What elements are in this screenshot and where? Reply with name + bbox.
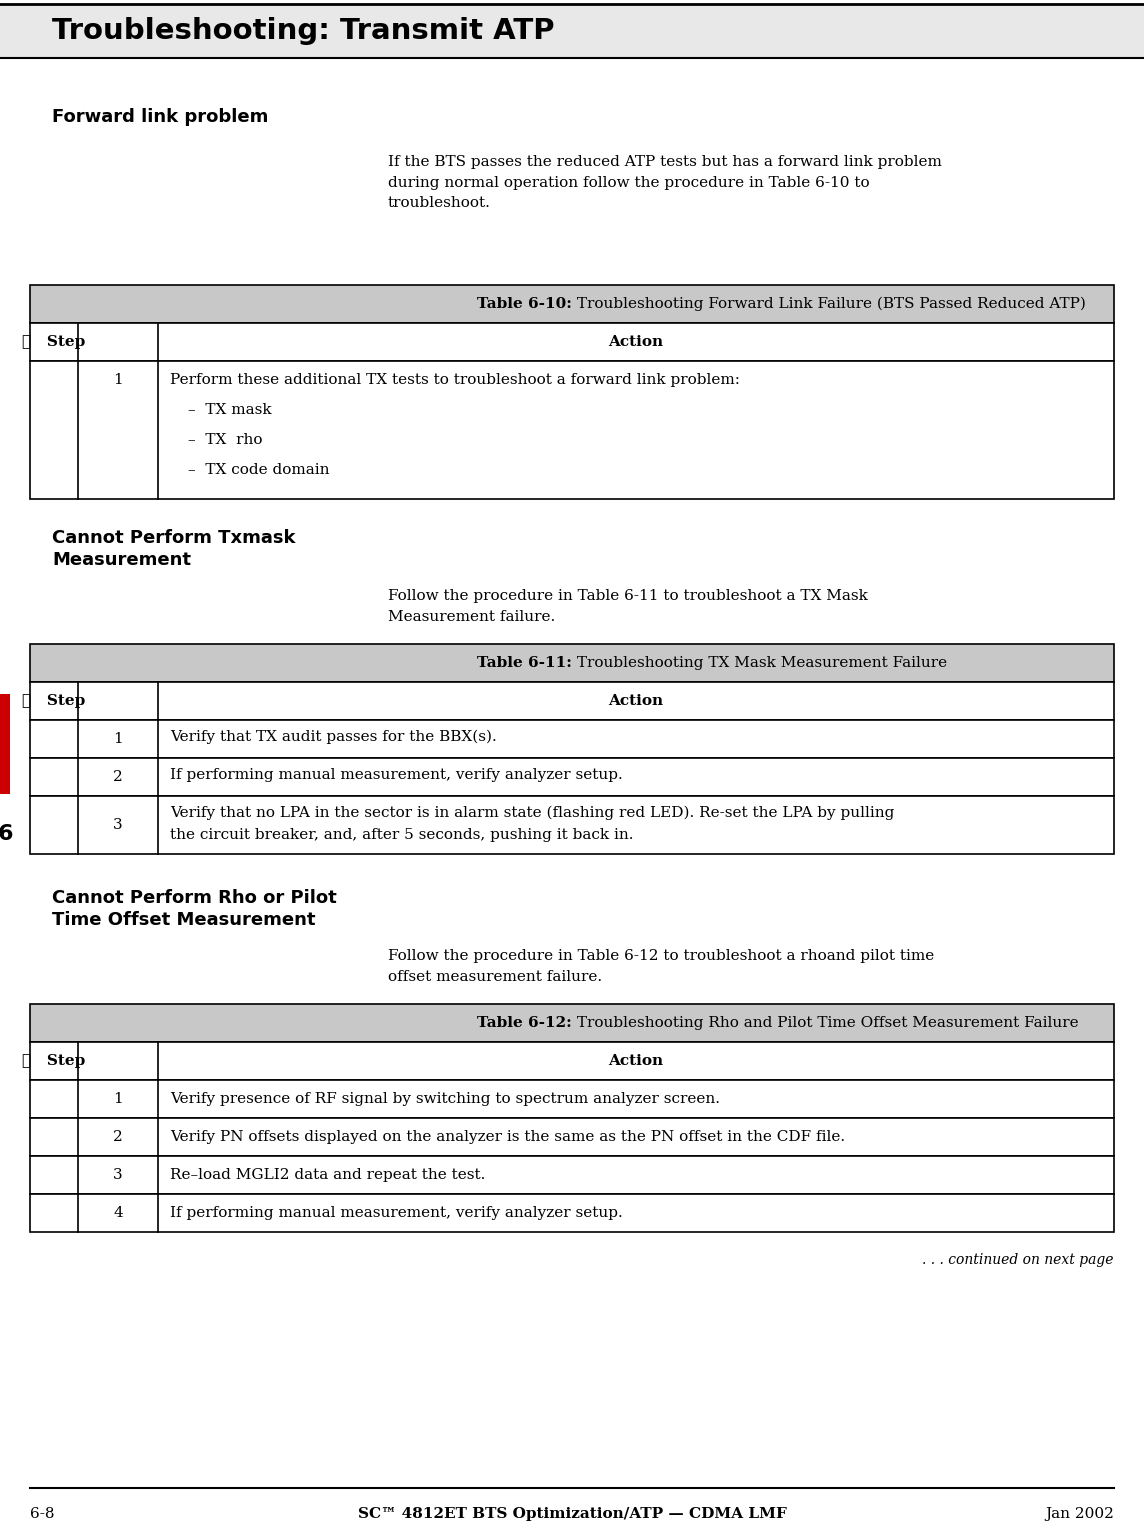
Bar bbox=[30, 1118, 1114, 1157]
Bar bbox=[30, 758, 1114, 797]
Text: Verify presence of RF signal by switching to spectrum analyzer screen.: Verify presence of RF signal by switchin… bbox=[170, 1092, 720, 1106]
Text: Measurement: Measurement bbox=[51, 552, 191, 568]
Bar bbox=[30, 682, 1114, 720]
Text: 3: 3 bbox=[113, 818, 122, 832]
Bar bbox=[30, 1157, 1114, 1193]
Bar bbox=[0, 694, 10, 794]
Text: Action: Action bbox=[609, 336, 664, 349]
Text: Re–load MGLI2 data and repeat the test.: Re–load MGLI2 data and repeat the test. bbox=[170, 1167, 485, 1183]
Bar bbox=[30, 720, 1114, 758]
Bar bbox=[30, 285, 1114, 323]
Text: Table 6-10:: Table 6-10: bbox=[477, 297, 572, 311]
Text: Action: Action bbox=[609, 694, 664, 708]
Bar bbox=[0, 5, 1144, 58]
Text: Perform these additional TX tests to troubleshoot a forward link problem:: Perform these additional TX tests to tro… bbox=[170, 372, 740, 388]
Text: If performing manual measurement, verify analyzer setup.: If performing manual measurement, verify… bbox=[170, 768, 622, 781]
Text: Table 6-12:: Table 6-12: bbox=[477, 1016, 572, 1030]
Bar bbox=[30, 1003, 1114, 1042]
Text: ✓   Step: ✓ Step bbox=[23, 1054, 86, 1068]
Text: Verify that no LPA in the sector is in alarm state (flashing red LED). Re-set th: Verify that no LPA in the sector is in a… bbox=[170, 806, 895, 821]
Text: 3: 3 bbox=[113, 1167, 122, 1183]
Text: SC™ 4812ET BTS Optimization/ATP — CDMA LMF: SC™ 4812ET BTS Optimization/ATP — CDMA L… bbox=[358, 1507, 786, 1521]
Text: 6: 6 bbox=[0, 824, 13, 844]
Text: –  TX  rho: – TX rho bbox=[188, 434, 262, 447]
Text: 4: 4 bbox=[113, 1206, 122, 1219]
Text: 1: 1 bbox=[113, 372, 122, 388]
Text: If performing manual measurement, verify analyzer setup.: If performing manual measurement, verify… bbox=[170, 1206, 622, 1219]
Bar bbox=[30, 323, 1114, 362]
Text: Troubleshooting Forward Link Failure (BTS Passed Reduced ATP): Troubleshooting Forward Link Failure (BT… bbox=[572, 297, 1086, 311]
Text: Verify that TX audit passes for the BBX(s).: Verify that TX audit passes for the BBX(… bbox=[170, 731, 496, 745]
Text: 1: 1 bbox=[113, 732, 122, 746]
Text: Verify PN offsets displayed on the analyzer is the same as the PN offset in the : Verify PN offsets displayed on the analy… bbox=[170, 1131, 845, 1144]
Text: the circuit breaker, and, after 5 seconds, pushing it back in.: the circuit breaker, and, after 5 second… bbox=[170, 827, 634, 843]
Text: Cannot Perform Rho or Pilot: Cannot Perform Rho or Pilot bbox=[51, 889, 336, 907]
Text: If the BTS passes the reduced ATP tests but has a forward link problem
during no: If the BTS passes the reduced ATP tests … bbox=[388, 155, 942, 210]
Text: Table 6-11:: Table 6-11: bbox=[477, 656, 572, 669]
Text: Troubleshooting TX Mask Measurement Failure: Troubleshooting TX Mask Measurement Fail… bbox=[572, 656, 947, 669]
Text: 2: 2 bbox=[113, 1131, 122, 1144]
Text: Troubleshooting: Transmit ATP: Troubleshooting: Transmit ATP bbox=[51, 17, 555, 44]
Text: Cannot Perform Txmask: Cannot Perform Txmask bbox=[51, 529, 295, 547]
Text: Forward link problem: Forward link problem bbox=[51, 107, 269, 126]
Bar bbox=[30, 1193, 1114, 1232]
Text: . . . continued on next page: . . . continued on next page bbox=[922, 1253, 1114, 1267]
Text: –  TX code domain: – TX code domain bbox=[188, 463, 329, 476]
Bar bbox=[30, 643, 1114, 682]
Bar bbox=[30, 362, 1114, 499]
Text: Action: Action bbox=[609, 1054, 664, 1068]
Text: 2: 2 bbox=[113, 771, 122, 784]
Text: 1: 1 bbox=[113, 1092, 122, 1106]
Text: 6-8: 6-8 bbox=[30, 1507, 55, 1521]
Bar bbox=[30, 797, 1114, 853]
Text: Follow the procedure in Table 6-11 to troubleshoot a TX Mask
Measurement failure: Follow the procedure in Table 6-11 to tr… bbox=[388, 588, 868, 624]
Text: Follow the procedure in Table 6-12 to troubleshoot a rhoand pilot time
offset me: Follow the procedure in Table 6-12 to tr… bbox=[388, 948, 935, 984]
Text: ✓   Step: ✓ Step bbox=[23, 694, 86, 708]
Bar bbox=[30, 1080, 1114, 1118]
Text: Troubleshooting Rho and Pilot Time Offset Measurement Failure: Troubleshooting Rho and Pilot Time Offse… bbox=[572, 1016, 1079, 1030]
Bar bbox=[30, 1042, 1114, 1080]
Text: ✓   Step: ✓ Step bbox=[23, 336, 86, 349]
Text: Jan 2002: Jan 2002 bbox=[1046, 1507, 1114, 1521]
Text: –  TX mask: – TX mask bbox=[188, 403, 271, 417]
Text: Time Offset Measurement: Time Offset Measurement bbox=[51, 912, 316, 928]
